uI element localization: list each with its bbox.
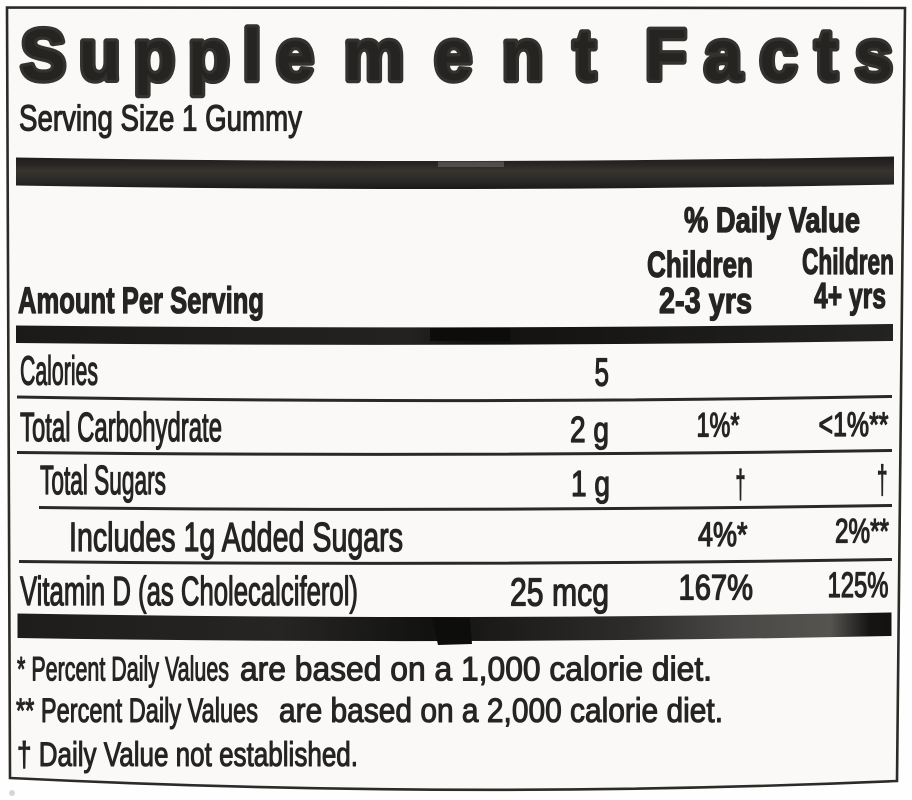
svg-text:† Daily Value not established.: † Daily Value not established. bbox=[17, 736, 358, 774]
svg-text:** Percent Daily Values: ** Percent Daily Values bbox=[16, 692, 258, 730]
svg-text:†: † bbox=[877, 459, 888, 502]
svg-text:* Percent Daily Values: * Percent Daily Values bbox=[17, 651, 229, 689]
svg-text:are based on a 1,000 calorie d: are based on a 1,000 calorie diet. bbox=[240, 651, 712, 689]
svg-text:Serving Size 1 Gummy: Serving Size 1 Gummy bbox=[19, 98, 302, 139]
svg-text:Facts: Facts bbox=[645, 14, 893, 95]
svg-text:167%: 167% bbox=[679, 569, 754, 608]
svg-text:are based on a 2,000 calorie d: are based on a 2,000 calorie diet. bbox=[279, 692, 723, 730]
svg-text:Suppl: Suppl bbox=[21, 14, 262, 95]
svg-text:Vitamin D (as Cholecalciferol): Vitamin D (as Cholecalciferol) bbox=[20, 568, 358, 614]
svg-text:Total Carbohydrate: Total Carbohydrate bbox=[20, 404, 222, 450]
svg-text:% Daily Value: % Daily Value bbox=[684, 201, 860, 240]
svg-text:25 mcg: 25 mcg bbox=[510, 572, 609, 615]
svg-text:4%*: 4%* bbox=[698, 516, 748, 554]
svg-text:<1%**: <1%** bbox=[819, 406, 889, 444]
svg-text:125%: 125% bbox=[828, 566, 889, 605]
svg-text:1%*: 1%* bbox=[697, 407, 740, 445]
svg-text:Amount Per Serving: Amount Per Serving bbox=[18, 280, 264, 321]
svg-text:†: † bbox=[736, 464, 746, 507]
svg-text:2-3 yrs: 2-3 yrs bbox=[659, 280, 752, 321]
svg-text:2 g: 2 g bbox=[570, 409, 609, 450]
svg-text:2%**: 2%** bbox=[835, 513, 889, 551]
svg-text:Children: Children bbox=[647, 244, 753, 285]
svg-text:Total Sugars: Total Sugars bbox=[40, 457, 166, 503]
svg-text:Includes 1g Added Sugars: Includes 1g Added Sugars bbox=[69, 514, 403, 560]
svg-text:1 g: 1 g bbox=[571, 463, 610, 504]
svg-text:Children: Children bbox=[802, 241, 894, 282]
svg-text:4+ yrs: 4+ yrs bbox=[814, 275, 886, 316]
svg-text:Calories: Calories bbox=[20, 348, 98, 394]
svg-text:5: 5 bbox=[595, 352, 610, 395]
